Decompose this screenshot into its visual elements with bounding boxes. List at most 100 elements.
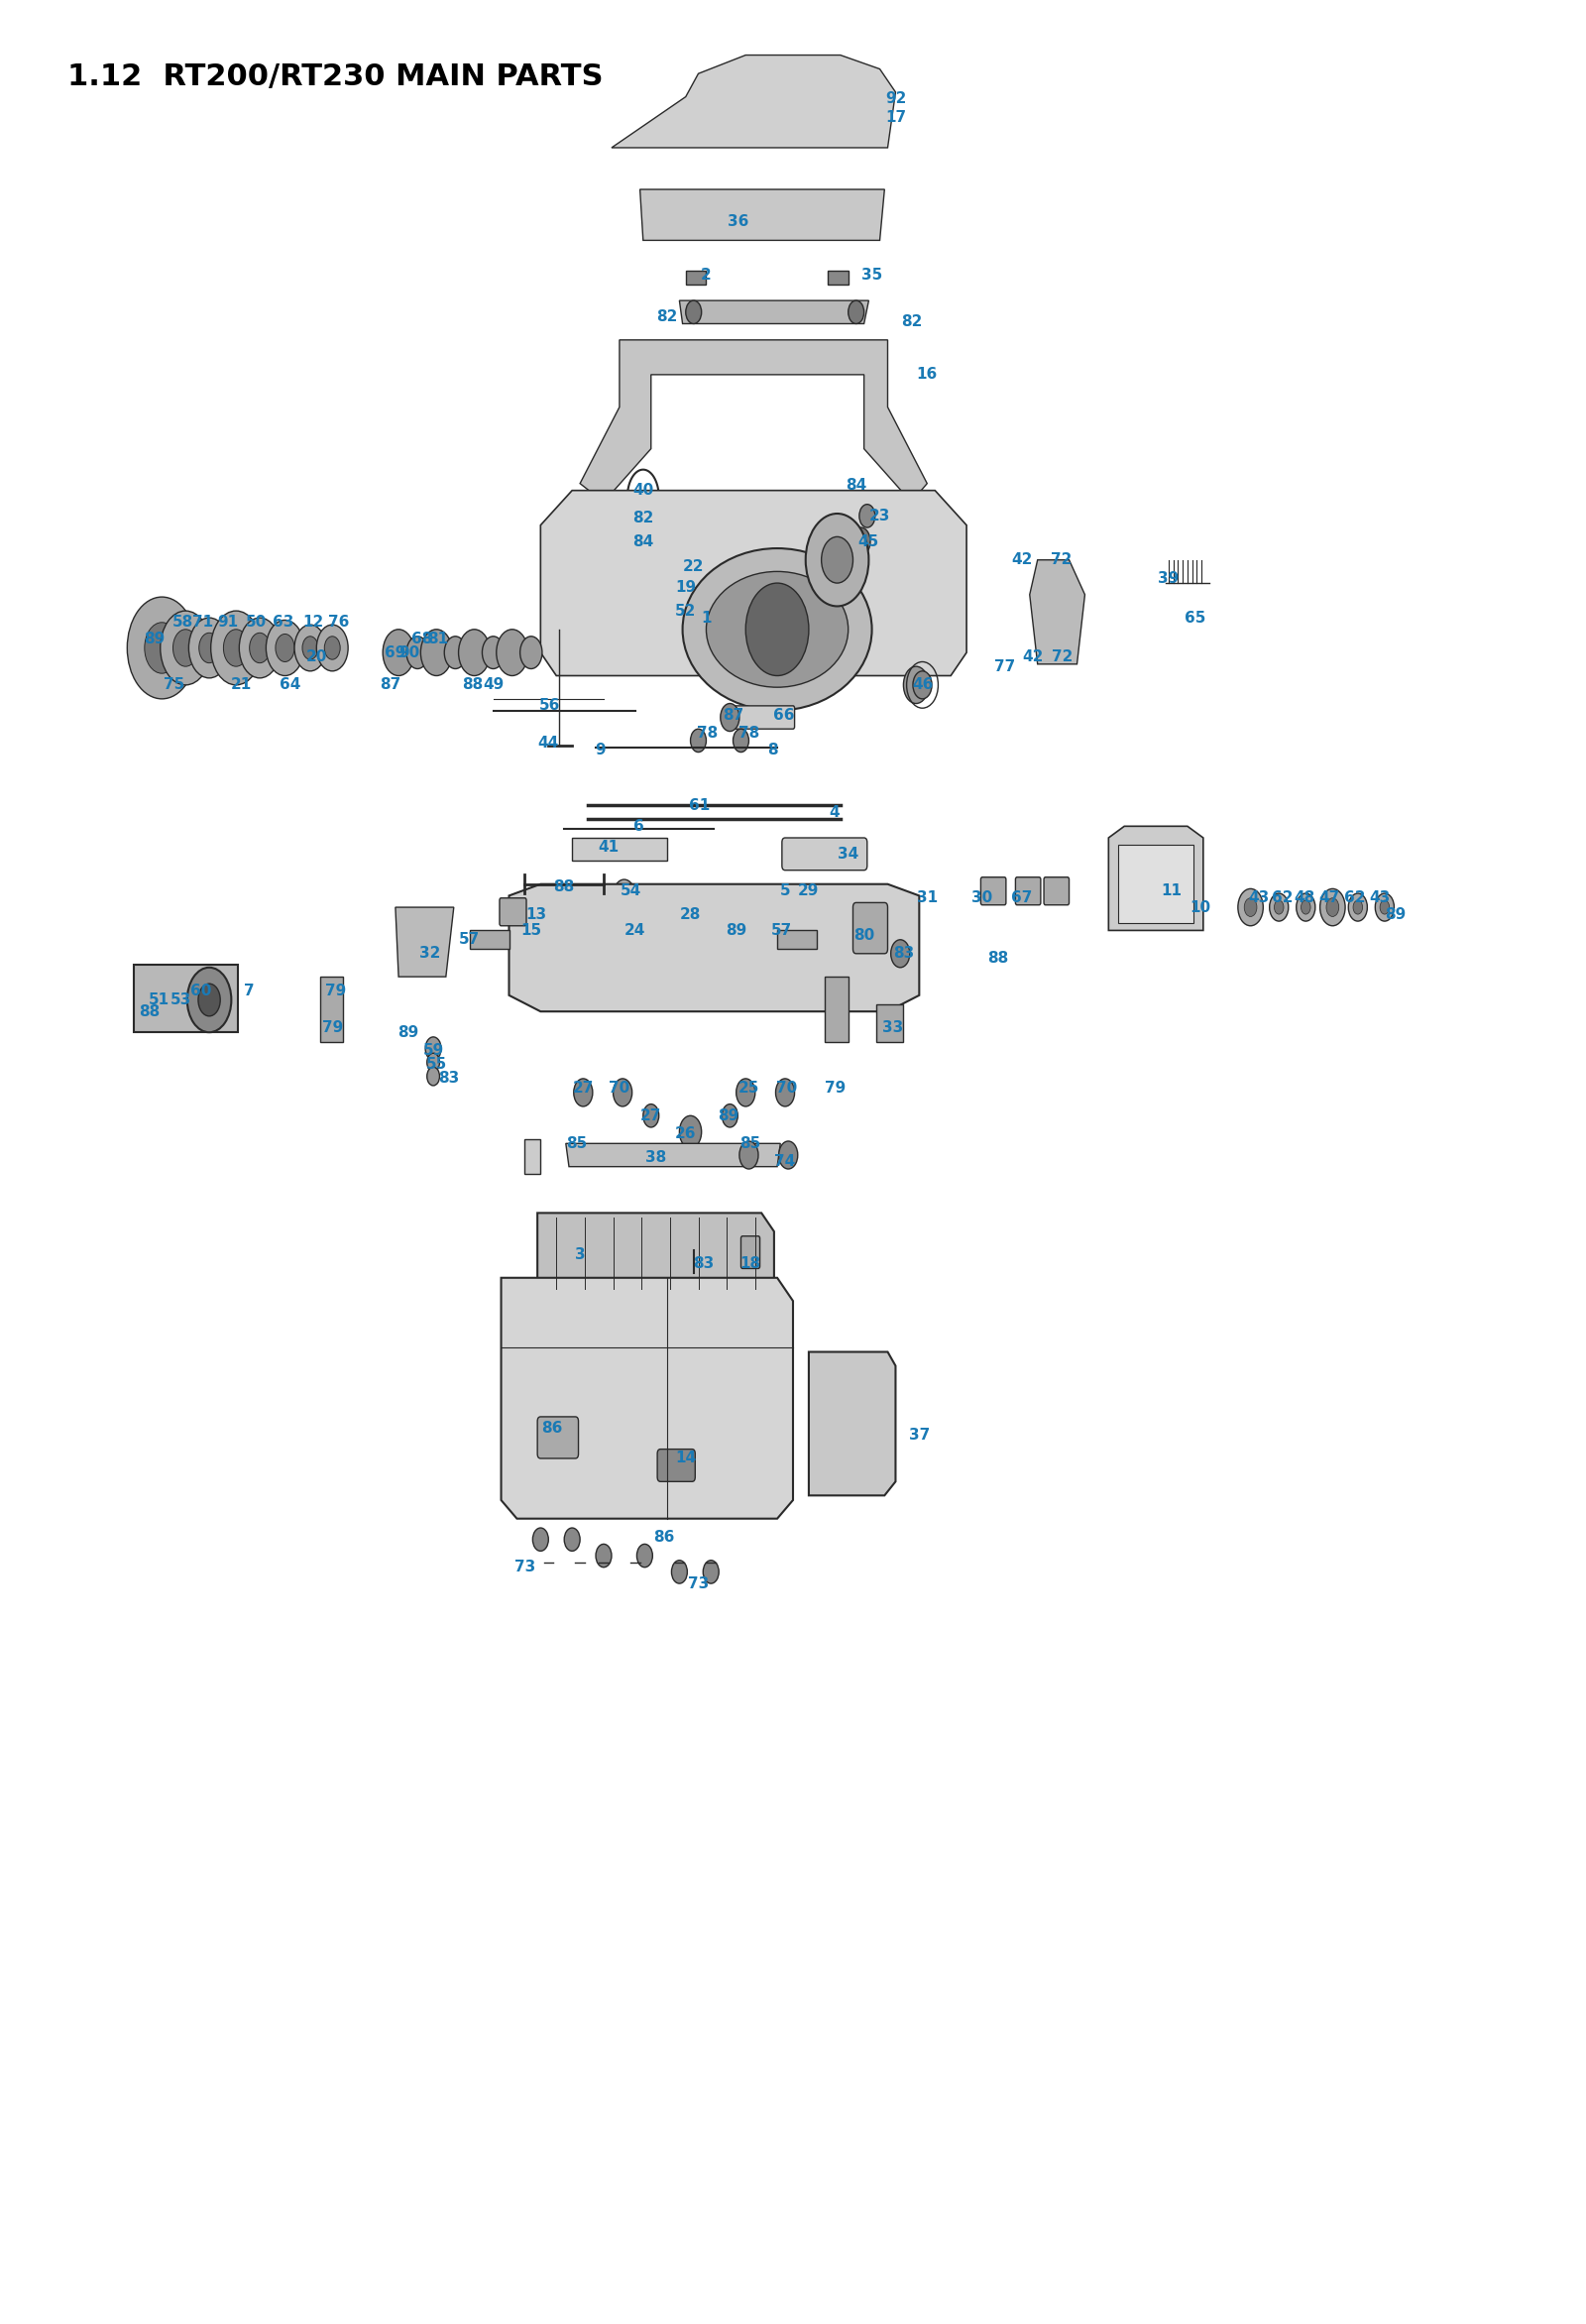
Text: 45: 45 — [858, 535, 879, 548]
Circle shape — [127, 597, 197, 700]
Text: 86: 86 — [541, 1420, 561, 1436]
Ellipse shape — [682, 548, 872, 711]
Text: 70: 70 — [609, 1081, 630, 1095]
Text: 22: 22 — [684, 560, 704, 574]
Text: 58: 58 — [171, 616, 193, 630]
Circle shape — [239, 618, 281, 679]
Text: 40: 40 — [633, 483, 653, 497]
Text: 82: 82 — [901, 314, 921, 328]
Text: 89: 89 — [1385, 906, 1407, 923]
Text: 85: 85 — [739, 1136, 761, 1150]
Text: 83: 83 — [693, 1257, 714, 1271]
FancyBboxPatch shape — [853, 902, 888, 953]
Polygon shape — [1118, 844, 1194, 923]
Text: 16: 16 — [917, 367, 937, 381]
Circle shape — [198, 632, 219, 662]
Text: 15: 15 — [520, 923, 541, 939]
Circle shape — [779, 1141, 798, 1169]
Polygon shape — [1109, 827, 1204, 930]
Circle shape — [406, 637, 428, 669]
Circle shape — [596, 1543, 612, 1566]
Text: 62: 62 — [1343, 890, 1366, 906]
Text: 73: 73 — [688, 1576, 709, 1592]
Circle shape — [325, 637, 339, 660]
Circle shape — [1239, 888, 1262, 925]
Polygon shape — [685, 270, 706, 284]
Text: 31: 31 — [917, 890, 937, 906]
Text: 86: 86 — [653, 1529, 674, 1545]
Text: 7: 7 — [243, 983, 254, 997]
FancyBboxPatch shape — [1044, 876, 1069, 904]
Text: 69: 69 — [385, 646, 406, 660]
Text: 37: 37 — [909, 1427, 929, 1443]
Text: 60: 60 — [190, 983, 213, 997]
Text: 24: 24 — [625, 923, 646, 939]
Text: 6: 6 — [633, 818, 644, 834]
Circle shape — [736, 1078, 755, 1106]
Text: 10: 10 — [1190, 899, 1210, 916]
Text: 38: 38 — [646, 1150, 666, 1164]
Text: 91: 91 — [217, 616, 238, 630]
Text: 72: 72 — [1050, 553, 1072, 567]
Text: 78: 78 — [698, 725, 718, 741]
Text: 52: 52 — [676, 604, 696, 618]
Text: 85: 85 — [566, 1136, 587, 1150]
Circle shape — [703, 1559, 718, 1583]
Circle shape — [1320, 888, 1345, 925]
Text: 55: 55 — [427, 1057, 447, 1071]
Text: 63: 63 — [273, 616, 293, 630]
Text: 23: 23 — [869, 509, 890, 523]
Circle shape — [427, 1067, 439, 1085]
Text: 68: 68 — [412, 632, 433, 646]
Polygon shape — [320, 976, 343, 1041]
Text: 73: 73 — [514, 1559, 536, 1576]
Circle shape — [776, 1078, 795, 1106]
Text: 78: 78 — [739, 725, 760, 741]
Text: 27: 27 — [573, 1081, 593, 1095]
Text: 90: 90 — [400, 646, 420, 660]
Text: 49: 49 — [482, 679, 504, 693]
Text: 43: 43 — [1369, 890, 1391, 906]
Circle shape — [482, 637, 504, 669]
Circle shape — [1326, 897, 1339, 916]
Text: 70: 70 — [776, 1081, 798, 1095]
Text: 77: 77 — [994, 660, 1015, 674]
Circle shape — [733, 730, 749, 753]
Circle shape — [303, 637, 319, 660]
Circle shape — [160, 611, 211, 686]
Text: 47: 47 — [1320, 890, 1340, 906]
FancyBboxPatch shape — [538, 1418, 579, 1459]
Circle shape — [211, 611, 262, 686]
Text: 83: 83 — [438, 1071, 460, 1085]
Text: 67: 67 — [1012, 890, 1032, 906]
Circle shape — [574, 1078, 593, 1106]
Text: 8: 8 — [768, 741, 777, 758]
Circle shape — [852, 528, 871, 555]
Text: 2: 2 — [701, 267, 712, 284]
Text: 43: 43 — [1248, 890, 1269, 906]
Circle shape — [822, 537, 853, 583]
Text: 19: 19 — [676, 581, 696, 595]
Text: 1.12  RT200/RT230 MAIN PARTS: 1.12 RT200/RT230 MAIN PARTS — [67, 63, 603, 91]
Polygon shape — [612, 56, 896, 149]
Text: 82: 82 — [657, 309, 677, 323]
Circle shape — [720, 704, 739, 732]
Circle shape — [685, 300, 701, 323]
Text: 92: 92 — [885, 91, 906, 107]
Polygon shape — [509, 883, 920, 1011]
Circle shape — [679, 1116, 701, 1148]
Circle shape — [671, 1559, 687, 1583]
Text: 12: 12 — [303, 616, 324, 630]
Text: 42: 42 — [1023, 651, 1044, 665]
Polygon shape — [541, 490, 966, 676]
Circle shape — [425, 1037, 441, 1060]
Text: 42: 42 — [1012, 553, 1032, 567]
Circle shape — [766, 885, 782, 909]
Text: 28: 28 — [680, 906, 701, 923]
Circle shape — [860, 504, 875, 528]
Text: 51: 51 — [147, 992, 170, 1006]
Circle shape — [1245, 897, 1256, 916]
Circle shape — [224, 630, 249, 667]
Text: 88: 88 — [988, 951, 1009, 967]
Text: 79: 79 — [325, 983, 346, 997]
